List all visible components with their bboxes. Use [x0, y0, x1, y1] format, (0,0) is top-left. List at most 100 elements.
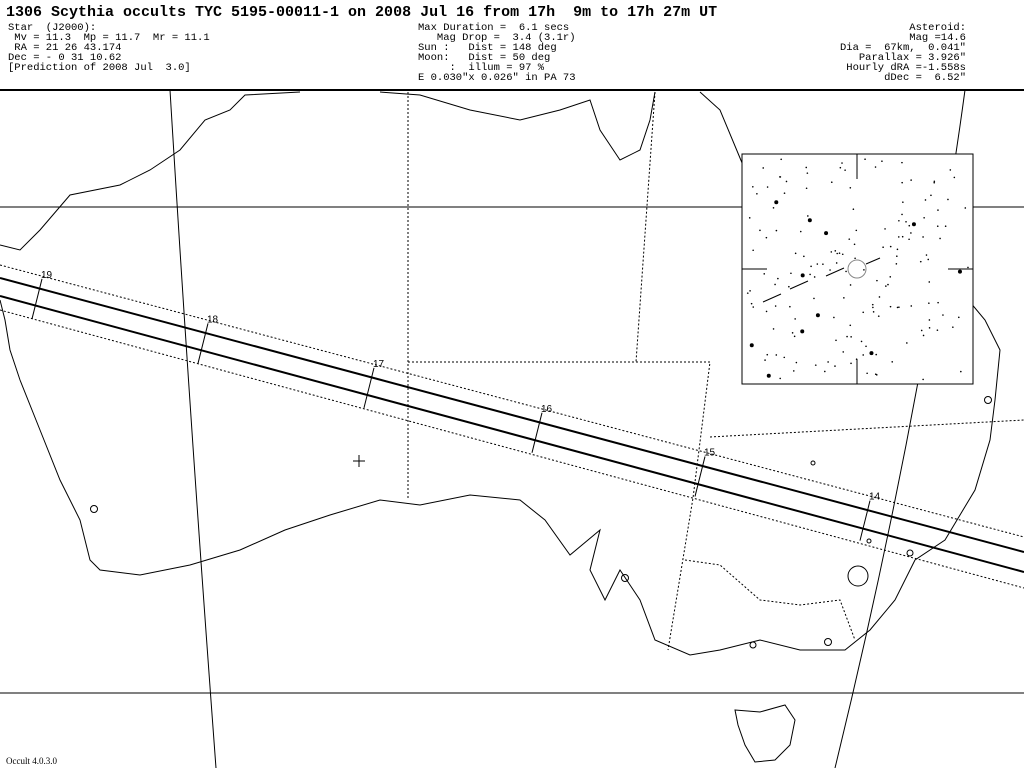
footer: Occult 4.0.3.0 [6, 756, 57, 766]
star-dot [774, 200, 779, 205]
info-line: Star (J2000): [8, 22, 97, 34]
star-dot [942, 314, 944, 316]
star-dot [835, 339, 837, 342]
star-dot [765, 236, 768, 239]
star-dot [889, 276, 892, 278]
star-dot [746, 292, 749, 294]
star-dot [834, 365, 836, 367]
info-line: RA = 21 26 43.174 [8, 42, 122, 54]
star-dot [922, 378, 924, 381]
star-dot [799, 230, 802, 233]
star-dot [937, 209, 939, 211]
info-line: Parallax = 3.926" [858, 52, 966, 64]
star-dot [842, 351, 845, 353]
star-dot [765, 310, 768, 313]
star-dot [872, 306, 874, 309]
star-dot [853, 243, 856, 246]
time-tick [694, 456, 706, 497]
time-tick [31, 278, 43, 320]
star-dot [827, 361, 829, 363]
star-dot [855, 229, 858, 232]
star-dot [924, 199, 927, 201]
star-dot [877, 315, 880, 317]
star-dot [848, 238, 851, 240]
borders [407, 91, 1024, 651]
star-dot [766, 373, 771, 378]
info-line: Mag =14.6 [890, 32, 966, 44]
star-dot [928, 281, 931, 283]
star-dot [793, 335, 796, 338]
star-dot [775, 229, 778, 232]
star-dot [862, 311, 865, 314]
star-dot [871, 303, 874, 306]
asteroid-info: Asteroid: Mag =14.6 Dia = 67km, 0.041" Pa… [821, 23, 966, 84]
star-dot [807, 215, 809, 217]
info-line: E 0.030"x 0.026" in PA 73 [418, 72, 576, 84]
star-dot [834, 250, 837, 252]
star-dot [905, 221, 907, 223]
star-dot [849, 186, 852, 189]
info-line: Max Duration = 6.1 secs [418, 22, 570, 34]
star-dot [791, 332, 794, 334]
star-dot [835, 262, 838, 264]
star-dot [772, 328, 775, 330]
title: 1306 Scythia occults TYC 5195-00011-1 on… [6, 4, 718, 21]
time-tick [363, 367, 375, 408]
star-dot [843, 297, 845, 299]
star-dot [901, 181, 903, 184]
star-dot [902, 201, 904, 203]
info-line: Hourly dRA =-1.558s [846, 62, 966, 74]
star-dot [810, 265, 812, 268]
time-label: 18 [207, 314, 219, 325]
star-dot [896, 248, 899, 251]
star-dot [752, 186, 754, 188]
coastline [0, 91, 1001, 656]
star-dot [766, 186, 769, 188]
star-dot [777, 277, 779, 280]
star-dot [779, 176, 781, 178]
star-dot [947, 198, 949, 201]
time-label: 19 [41, 270, 53, 281]
star-dot [841, 253, 844, 256]
star-dot [944, 225, 947, 228]
info-line: Dia = 67km, 0.041" [821, 42, 966, 54]
star-dot [766, 353, 769, 356]
star-dot [792, 370, 795, 372]
star-dot [844, 169, 846, 171]
star-dot [957, 269, 962, 274]
star-dot [933, 180, 936, 183]
star-dot [790, 272, 792, 275]
star-dot [919, 260, 922, 263]
star-dot [756, 193, 758, 195]
star-dot [949, 169, 952, 171]
star-dot [800, 329, 805, 334]
star-dot [846, 335, 848, 338]
info-line: Moon: Dist = 50 deg [418, 52, 551, 64]
star-dot [920, 329, 923, 332]
star-dot [882, 246, 884, 248]
star-dot [910, 305, 913, 307]
star-dot [785, 180, 788, 183]
star-dot [952, 326, 954, 328]
star-dot [824, 231, 829, 236]
star-dot [881, 160, 883, 162]
shadow-path [0, 264, 1024, 589]
star-dot [855, 358, 858, 361]
star-dot [780, 158, 782, 161]
star-dot [789, 305, 791, 308]
star-dot [911, 222, 916, 227]
time-tick [531, 412, 543, 453]
star-dot [813, 276, 816, 278]
star-info: Star (J2000): Mv = 11.3 Mp = 11.7 Mr = 1… [8, 22, 210, 74]
star-dot [813, 297, 815, 300]
info-line: : illum = 97 % [418, 62, 545, 74]
star-dot [850, 362, 852, 365]
star-dot [901, 213, 903, 216]
star-dot [906, 342, 908, 344]
star-dot [749, 343, 754, 348]
time-label: 15 [704, 447, 716, 458]
center-mark [353, 455, 365, 467]
info-line: Mv = 11.3 Mp = 11.7 Mr = 11.1 [8, 32, 210, 44]
star-dot [750, 302, 753, 305]
